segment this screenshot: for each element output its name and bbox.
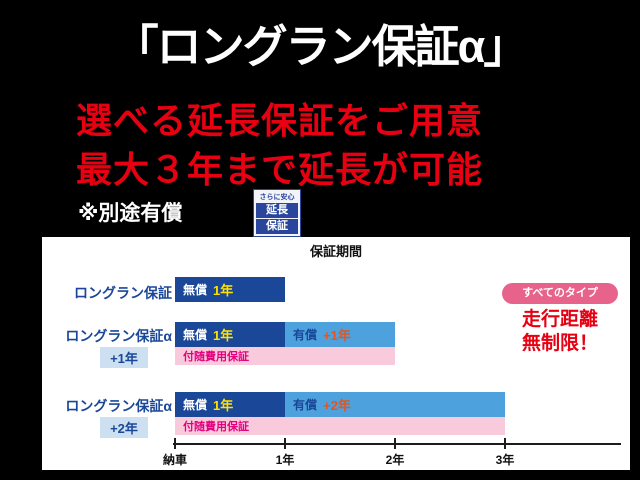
row-label-longrun-alpha-2: ロングラン保証α <box>65 398 172 414</box>
subtitle-line-2: 最大３年まで延長が可能 <box>76 149 484 190</box>
unlimited-mileage-line2: 無制限！ <box>521 332 598 354</box>
free-bar-row1: 無償 1年 <box>175 277 285 302</box>
incidental-cost-label: 付随費用保証 <box>183 351 249 363</box>
all-types-badge: すべてのタイプ <box>502 283 618 304</box>
paid-option-note: ※別途有償 <box>78 202 183 225</box>
stamp-word-warranty: 保証 <box>256 219 298 235</box>
row-label-longrun: ロングラン保証 <box>74 285 172 301</box>
paid-bar-text: 有償 <box>293 328 318 342</box>
row-sublabel-plus1: +1年 <box>100 347 148 368</box>
paid-bar-duration: +1年 <box>323 328 351 343</box>
paid-bar-row3: 有償 +2年 <box>285 392 505 417</box>
axis-label-year1: 1年 <box>275 453 295 467</box>
paid-bar-duration: +2年 <box>323 398 351 413</box>
unlimited-mileage-line1: 走行距離 <box>521 309 598 330</box>
axis-tick <box>394 438 396 449</box>
extension-warranty-stamp-icon: さらに安心 延長 保証 <box>253 189 301 238</box>
free-bar-row3: 無償 1年 <box>175 392 285 417</box>
free-bar-text: 無償 <box>183 398 208 412</box>
warranty-period-chart: 保証期間 ロングラン保証 無償 1年 ロングラン保証α +1年 無償 1年 有償… <box>42 237 630 470</box>
axis-label-year2: 2年 <box>385 453 405 467</box>
axis-tick <box>504 438 506 449</box>
subtitle-line-1: 選べる延長保証をご用意 <box>76 100 484 141</box>
free-bar-row2: 無償 1年 <box>175 322 285 347</box>
axis-tick <box>284 438 286 449</box>
free-bar-duration: 1年 <box>213 398 234 413</box>
stamp-word-extension: 延長 <box>256 203 298 219</box>
free-bar-text: 無償 <box>183 328 208 342</box>
free-bar-duration: 1年 <box>213 328 234 343</box>
row-label-longrun-alpha-1: ロングラン保証α <box>65 328 172 344</box>
axis-label-delivery: 納車 <box>162 453 187 467</box>
free-bar-text: 無償 <box>183 283 208 297</box>
stamp-caption: さらに安心 <box>259 194 295 201</box>
chart-title: 保証期間 <box>309 244 362 259</box>
page-title: 「ロングラン保証α」 <box>113 21 529 72</box>
paid-bar-row2: 有償 +1年 <box>285 322 395 347</box>
free-bar-duration: 1年 <box>213 283 234 298</box>
unlimited-mileage-text: 走行距離 無制限！ <box>502 308 618 356</box>
incidental-cost-bar-row3: 付随費用保証 <box>175 417 505 435</box>
timeline-axis <box>173 443 621 445</box>
paid-bar-text: 有償 <box>293 398 318 412</box>
row-sublabel-plus2: +2年 <box>100 417 148 438</box>
incidental-cost-label: 付随費用保証 <box>183 421 249 433</box>
axis-label-year3: 3年 <box>495 453 515 467</box>
incidental-cost-bar-row2: 付随費用保証 <box>175 347 395 365</box>
axis-tick <box>174 438 176 449</box>
